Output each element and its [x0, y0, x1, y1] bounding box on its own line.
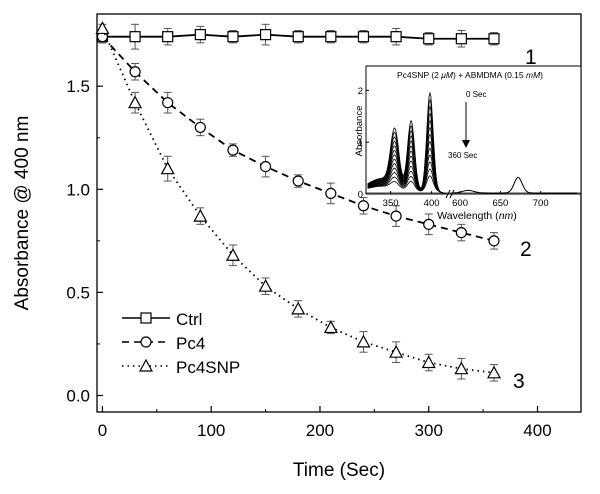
- inset-x-tick-label: 600: [452, 198, 468, 209]
- data-point-ctrl: [162, 31, 174, 43]
- data-point-pc4snp: [486, 365, 501, 379]
- inset-axis-break: [445, 189, 455, 199]
- legend-marker-pc4snp: [138, 358, 154, 372]
- data-point-pc4: [194, 121, 206, 134]
- data-point-pc4snp: [421, 355, 436, 369]
- inset-annotation-end: 360 Sec: [448, 151, 477, 160]
- data-point-pc4: [357, 200, 370, 212]
- x-axis-label: Time (Sec): [293, 460, 385, 481]
- inset-spectrum-curve: [367, 161, 447, 195]
- inset-y-tick-label: 1: [358, 138, 363, 149]
- x-tick-label: 200: [306, 421, 334, 440]
- legend-label-pc4snp: Pc4SNP: [176, 358, 240, 377]
- data-point-pc4snp: [95, 21, 110, 35]
- inset-spectrum-curve: [367, 154, 447, 195]
- inset-spectrum-curve: [367, 147, 447, 195]
- data-point-pc4: [455, 226, 467, 239]
- legend: Ctrl Pc4 Pc4SNP: [122, 310, 240, 377]
- data-point-pc4snp: [291, 301, 306, 315]
- inset-x-label: Wavelength (nm): [437, 210, 517, 222]
- data-point-pc4snp: [160, 161, 175, 175]
- legend-marker-ctrl: [140, 312, 152, 324]
- curve-label-2: 2: [520, 238, 532, 261]
- y-tick-label: 0.0: [66, 387, 90, 406]
- inset-title: Pc4SNP (2 μM) + ABMDMA (0.15 mM): [397, 70, 543, 80]
- data-point-ctrl: [259, 29, 272, 41]
- data-point-pc4: [488, 235, 500, 247]
- curve-label-3: 3: [513, 370, 525, 393]
- inset-annotation-start: 0 Sec: [466, 90, 486, 99]
- data-point-pc4snp: [193, 208, 208, 222]
- data-point-pc4snp: [356, 334, 371, 348]
- data-point-pc4: [227, 144, 239, 156]
- data-point-pc4snp: [389, 344, 404, 358]
- inset-spectrum-curve: [367, 140, 447, 195]
- legend-marker-pc4: [140, 336, 152, 348]
- data-point-ctrl: [488, 33, 500, 45]
- x-tick-label: 300: [415, 421, 443, 440]
- data-point-pc4: [423, 218, 435, 230]
- inset-x-tick-label: 650: [492, 198, 508, 209]
- curve-label-1: 1: [525, 46, 537, 69]
- data-point-pc4: [292, 175, 304, 187]
- y-tick-label: 0.5: [66, 283, 90, 302]
- data-point-pc4snp: [128, 95, 143, 109]
- data-point-pc4: [390, 210, 402, 222]
- inset-y-tick-label: 2: [358, 86, 363, 97]
- inset-spectrum-curve: [367, 175, 447, 195]
- y-tick-label: 1.5: [66, 77, 90, 96]
- inset-x-tick-label: 700: [533, 198, 549, 209]
- data-point-ctrl: [423, 33, 435, 45]
- inset-x-tick-label: 400: [424, 198, 440, 209]
- inset-spectrum-curve: [367, 133, 447, 195]
- legend-label-pc4: Pc4: [176, 334, 205, 353]
- inset-y-label: Absorbance: [354, 106, 365, 157]
- inset-y-tick-label: 0: [358, 190, 363, 201]
- x-tick-label: 400: [523, 421, 551, 440]
- data-point-pc4snp: [225, 248, 240, 261]
- data-point-ctrl: [194, 29, 206, 41]
- data-point-ctrl: [390, 31, 402, 43]
- data-point-ctrl: [227, 31, 239, 43]
- y-tick-label: 1.0: [66, 180, 90, 199]
- y-axis-label: Absorbance @ 400 nm: [12, 116, 33, 311]
- data-point-pc4snp: [258, 278, 273, 292]
- data-point-pc4: [259, 161, 272, 173]
- x-tick-label: 0: [98, 421, 107, 440]
- inset-arrow-head: [462, 140, 470, 148]
- data-point-pc4snp: [323, 320, 338, 334]
- data-point-pc4: [129, 66, 141, 78]
- data-point-ctrl: [292, 31, 304, 43]
- data-point-pc4: [325, 187, 337, 200]
- data-point-ctrl: [129, 31, 141, 43]
- data-point-ctrl: [325, 31, 337, 43]
- inset-spectrum-curve: [367, 168, 447, 195]
- data-point-ctrl: [357, 31, 370, 43]
- inset-chart: Pc4SNP (2 μM) + ABMDMA (0.15 mM) Absorba…: [354, 65, 582, 222]
- data-point-pc4snp: [454, 361, 469, 375]
- inset-x-tick-label: 350: [383, 198, 399, 209]
- x-tick-label: 100: [197, 421, 225, 440]
- legend-label-ctrl: Ctrl: [176, 310, 202, 329]
- main-plot-frame: [96, 13, 582, 413]
- data-point-ctrl: [455, 33, 467, 45]
- data-point-pc4: [162, 97, 174, 109]
